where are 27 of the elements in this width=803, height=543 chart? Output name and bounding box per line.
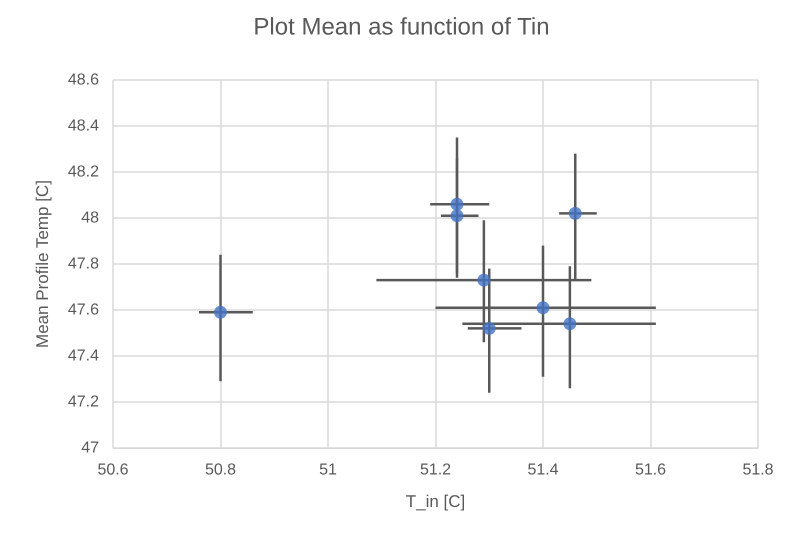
y-tick-label: 48.4: [68, 118, 100, 134]
y-axis-title: Mean Profile Temp [C]: [33, 180, 52, 348]
point: [477, 274, 490, 287]
chart-title: Plot Mean as function of Tin: [253, 14, 550, 40]
point: [568, 206, 582, 220]
x-tick-label: 51.6: [634, 462, 666, 478]
y-tick-label: 48: [81, 210, 100, 226]
x-tick-label: 50.6: [97, 462, 129, 478]
x-tick-label: 51.2: [420, 462, 452, 478]
y-tick-label: 48.6: [68, 72, 100, 88]
x-tick-label: 51: [319, 462, 337, 478]
x-tick-label: 50.8: [204, 462, 236, 478]
y-tick-label: 47.8: [68, 256, 100, 272]
x-axis-title: T_in [C]: [406, 492, 466, 511]
point: [214, 306, 227, 319]
x-tick-label: 51.4: [527, 462, 559, 478]
y-tick-label: 47.6: [68, 302, 100, 318]
point: [450, 198, 464, 211]
y-tick-label: 47: [81, 440, 100, 456]
point: [482, 322, 496, 335]
point: [536, 301, 550, 314]
y-tick-label: 47.4: [68, 348, 100, 364]
point: [450, 209, 464, 222]
y-tick-label: 48.2: [68, 164, 100, 180]
point: [563, 317, 576, 330]
x-tick-label: 51.8: [742, 462, 774, 478]
y-tick-label: 47.2: [68, 394, 100, 410]
